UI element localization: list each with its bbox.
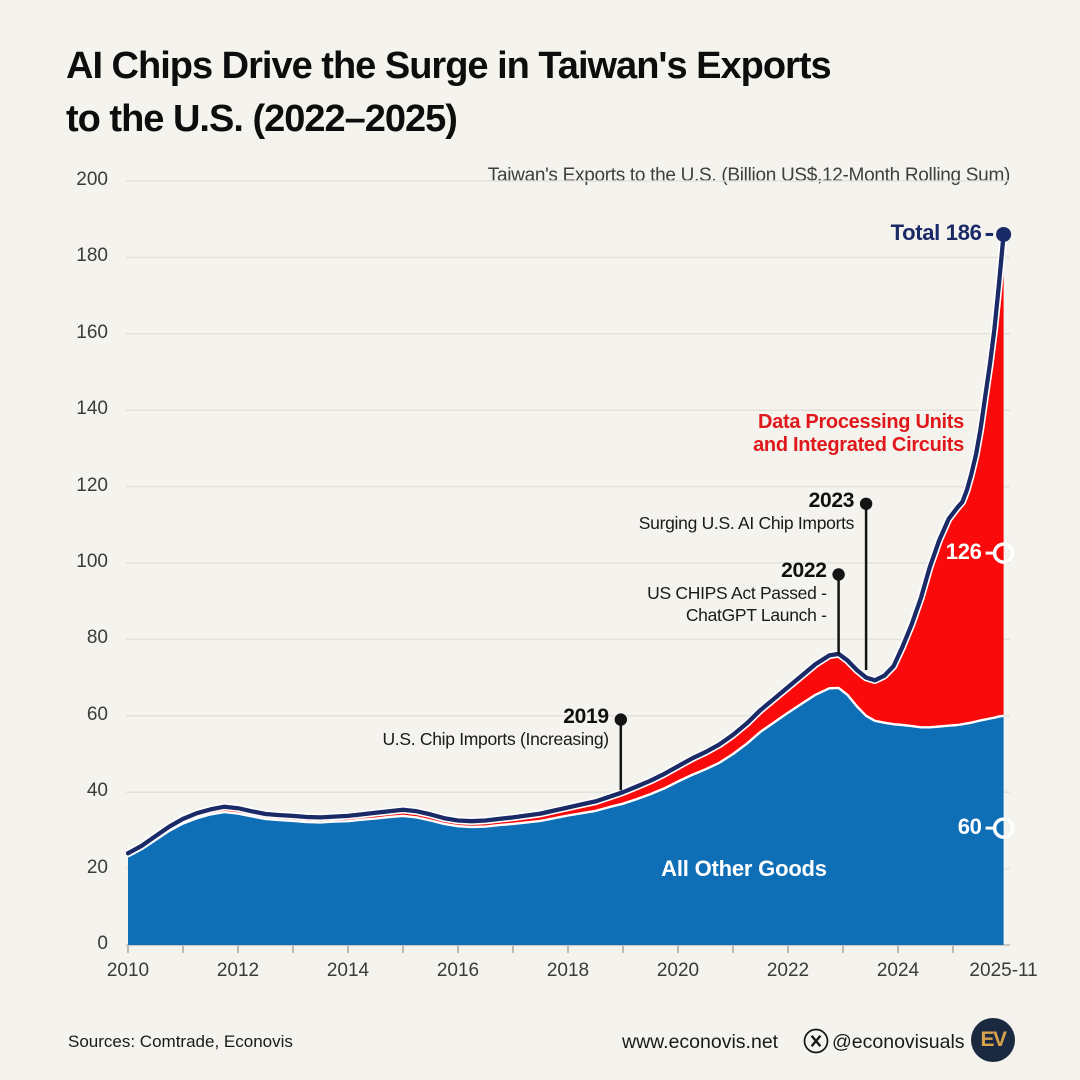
event-marker-dot-2019: [614, 713, 627, 726]
event-annotation-2023: 2023 Surging U.S. AI Chip Imports: [638, 488, 855, 535]
y-axis-tick-label: 40: [86, 780, 108, 802]
page-title-line2: to the U.S. (2022–2025): [66, 98, 458, 140]
value-label-total-186: Total 186: [890, 220, 982, 246]
value-label-126: 126: [945, 539, 982, 565]
social-handle: @econovisuals: [832, 1031, 965, 1053]
event-desc-line: US CHIPS Act Passed -: [647, 583, 827, 604]
website-text: www.econovis.net: [622, 1031, 779, 1053]
x-axis-tick-label: 2012: [216, 960, 260, 981]
chart-canvas: [124, 180, 1015, 953]
all-other-goods-label: All Other Goods: [661, 855, 827, 881]
x-axis-tick-label: 2025-11: [969, 960, 1038, 981]
y-axis-tick-label: 0: [97, 933, 108, 954]
y-axis-tick-label: 160: [76, 321, 108, 343]
x-axis-tick-label: 2024: [876, 960, 920, 981]
event-desc-line: Surging U.S. AI Chip Imports: [638, 512, 855, 533]
blue-top-separator: [127, 686, 1004, 858]
x-axis-tick-label: 2016: [436, 960, 480, 981]
x-axis-tick-label: 2010: [106, 960, 150, 981]
page-title: AI Chips Drive the Surge in Taiwan's Exp…: [66, 40, 832, 146]
band-value-circle: [992, 542, 1015, 564]
page-title-line1: AI Chips Drive the Surge in Taiwan's Exp…: [66, 45, 832, 87]
x-axis-tick-label: 2020: [656, 960, 700, 981]
event-year-label: 2019: [563, 704, 609, 728]
event-year-label: 2023: [808, 488, 855, 512]
y-axis-tick-label: 20: [86, 856, 108, 878]
band-value-circle: [992, 817, 1015, 839]
x-axis-tick-label: 2014: [326, 960, 370, 981]
event-desc-line: ChatGPT Launch -: [685, 604, 827, 625]
event-marker-dot-2023: [859, 497, 873, 510]
y-axis-tick-label: 80: [86, 627, 108, 649]
total-end-dot: [996, 226, 1012, 242]
y-axis-tick-label: 140: [76, 398, 108, 420]
x-axis-tick-label: 2022: [766, 960, 810, 981]
y-axis-tick-label: 100: [76, 551, 108, 572]
x-axis-tick-label: 2018: [546, 960, 590, 981]
dpu-ic-label-line: Data Processing Units: [758, 411, 964, 434]
y-axis-tick-label: 200: [76, 169, 108, 190]
dpu-ic-area: [128, 234, 1004, 857]
y-axis-tick-label: 120: [76, 474, 108, 496]
econovis-logo: EV: [971, 1018, 1015, 1062]
event-annotation-2019: 2019 U.S. Chip Imports (Increasing): [382, 704, 609, 751]
y-axis-tick-label: 180: [76, 245, 108, 267]
event-annotation-2022: 2022 US CHIPS Act Passed - ChatGPT Launch …: [647, 559, 827, 626]
value-label-60: 60: [957, 814, 982, 840]
dpu-ic-label-line: and Integrated Circuits: [753, 434, 964, 457]
x-social-icon: [803, 1028, 829, 1054]
event-desc-line: U.S. Chip Imports (Increasing): [382, 728, 609, 749]
y-axis-tick-label: 60: [86, 703, 108, 725]
dpu-ic-label: Data Processing Units and Integrated Circ…: [753, 411, 964, 457]
econovis-logo-text: EV: [980, 1028, 1007, 1051]
event-year-label: 2022: [781, 559, 827, 583]
total-line: [125, 232, 1006, 856]
event-marker-dot-2022: [832, 568, 845, 581]
sources-text: Sources: Comtrade, Econovis: [68, 1032, 293, 1051]
